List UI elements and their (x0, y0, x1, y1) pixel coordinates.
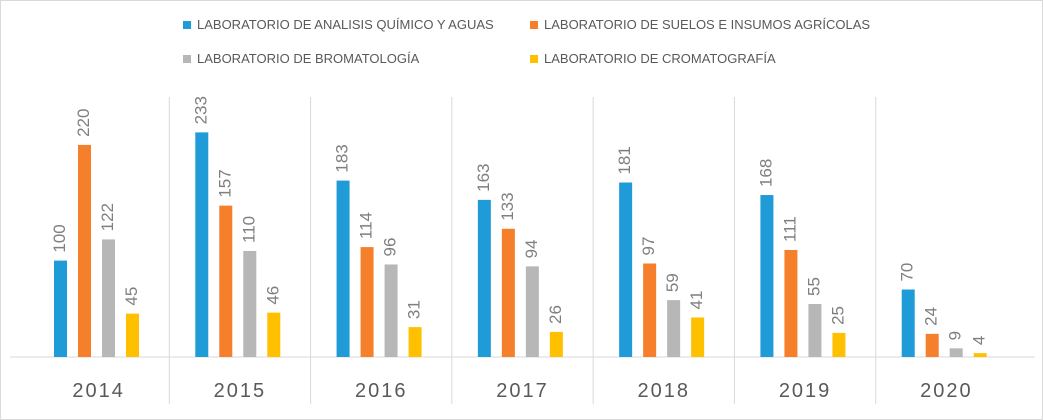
bar-laboratorio-de-analisis-quimico-y-aguas-2019 (760, 195, 774, 357)
bar-laboratorio-de-suelos-e-insumos-agricolas-2014 (78, 144, 91, 357)
bar-laboratorio-de-cromatografia-2014 (126, 313, 139, 357)
bar-laboratorio-de-bromatologia-2019 (808, 303, 822, 357)
data-label-laboratorio-de-analisis-quimico-y-aguas-2015: 233 (191, 96, 210, 124)
bar-laboratorio-de-suelos-e-insumos-agricolas-2015 (219, 205, 233, 357)
data-label-laboratorio-de-analisis-quimico-y-aguas-2018: 181 (615, 146, 634, 174)
legend-swatch-cromatografia (530, 54, 538, 63)
data-label-laboratorio-de-analisis-quimico-y-aguas-2014: 100 (50, 224, 69, 252)
data-label-laboratorio-de-analisis-quimico-y-aguas-2019: 168 (756, 159, 775, 187)
bar-laboratorio-de-suelos-e-insumos-agricolas-2017 (501, 228, 515, 357)
x-tick-label-2014: 2014 (72, 380, 125, 402)
x-tick-label-2017: 2017 (496, 380, 549, 402)
data-label-laboratorio-de-bromatologia-2020: 9 (946, 331, 965, 340)
bar-laboratorio-de-suelos-e-insumos-agricolas-2019 (784, 249, 798, 357)
bar-laboratorio-de-suelos-e-insumos-agricolas-2020 (925, 333, 939, 357)
legend-label-bromatologia: LABORATORIO DE BROMATOLOGÍA (197, 51, 420, 66)
bar-laboratorio-de-analisis-quimico-y-aguas-2015 (195, 132, 209, 357)
bar-laboratorio-de-cromatografia-2018 (691, 317, 705, 357)
data-label-laboratorio-de-cromatografia-2014: 45 (122, 287, 141, 306)
data-label-laboratorio-de-bromatologia-2018: 59 (663, 273, 682, 292)
data-label-laboratorio-de-cromatografia-2020: 4 (970, 336, 989, 345)
data-label-laboratorio-de-analisis-quimico-y-aguas-2016: 183 (333, 144, 352, 172)
legend-swatch-suelos (530, 20, 538, 29)
data-label-laboratorio-de-bromatologia-2015: 110 (239, 216, 258, 243)
data-label-laboratorio-de-suelos-e-insumos-agricolas-2015: 157 (215, 169, 234, 197)
data-label-laboratorio-de-suelos-e-insumos-agricolas-2014: 220 (74, 109, 93, 137)
data-label-laboratorio-de-cromatografia-2016: 31 (405, 300, 424, 319)
x-tick-label-2020: 2020 (920, 380, 973, 402)
data-label-laboratorio-de-bromatologia-2014: 122 (98, 203, 117, 231)
legend-item-cromatografia: LABORATORIO DE CROMATOGRAFÍA (530, 51, 776, 66)
bar-laboratorio-de-analisis-quimico-y-aguas-2017 (477, 199, 491, 357)
legend-label-suelos: LABORATORIO DE SUELOS E INSUMOS AGRÍCOLA… (544, 17, 871, 32)
bar-laboratorio-de-cromatografia-2017 (549, 331, 563, 357)
legend-label-cromatografia: LABORATORIO DE CROMATOGRAFÍA (544, 51, 776, 66)
bar-laboratorio-de-analisis-quimico-y-aguas-2020 (901, 289, 915, 357)
bar-laboratorio-de-bromatologia-2018 (667, 300, 681, 357)
bar-laboratorio-de-analisis-quimico-y-aguas-2016 (336, 180, 350, 357)
bar-laboratorio-de-bromatologia-2014 (102, 239, 115, 357)
data-label-laboratorio-de-cromatografia-2015: 46 (263, 286, 282, 305)
data-label-laboratorio-de-analisis-quimico-y-aguas-2020: 70 (898, 263, 917, 282)
bar-laboratorio-de-cromatografia-2016 (408, 327, 422, 357)
bar-laboratorio-de-cromatografia-2015 (267, 312, 281, 357)
bar-laboratorio-de-bromatologia-2020 (949, 348, 963, 357)
bar-laboratorio-de-cromatografia-2019 (832, 332, 846, 357)
bar-laboratorio-de-bromatologia-2016 (384, 264, 398, 357)
data-label-laboratorio-de-suelos-e-insumos-agricolas-2018: 97 (639, 237, 658, 256)
data-label-laboratorio-de-suelos-e-insumos-agricolas-2020: 24 (922, 307, 941, 326)
bar-laboratorio-de-analisis-quimico-y-aguas-2018 (619, 182, 633, 357)
bar-laboratorio-de-bromatologia-2015 (243, 250, 257, 357)
x-tick-label-2016: 2016 (355, 380, 408, 402)
bar-laboratorio-de-cromatografia-2020 (973, 353, 987, 357)
x-tick-label-2015: 2015 (214, 380, 267, 402)
data-label-laboratorio-de-suelos-e-insumos-agricolas-2017: 133 (498, 192, 517, 220)
data-label-laboratorio-de-suelos-e-insumos-agricolas-2019: 111 (780, 216, 799, 242)
bar-laboratorio-de-suelos-e-insumos-agricolas-2016 (360, 247, 374, 357)
data-label-laboratorio-de-suelos-e-insumos-agricolas-2016: 114 (357, 212, 376, 239)
legend-item-analisis-quimico: LABORATORIO DE ANALISIS QUÍMICO Y AGUAS (183, 17, 494, 32)
data-label-laboratorio-de-cromatografia-2017: 26 (546, 305, 565, 324)
bar-laboratorio-de-bromatologia-2017 (525, 266, 539, 357)
data-label-laboratorio-de-bromatologia-2016: 96 (381, 238, 400, 257)
data-label-laboratorio-de-bromatologia-2019: 55 (804, 277, 823, 296)
legend-label-analisis-quimico: LABORATORIO DE ANALISIS QUÍMICO Y AGUAS (197, 17, 494, 32)
data-label-laboratorio-de-analisis-quimico-y-aguas-2017: 163 (474, 163, 493, 191)
x-tick-label-2019: 2019 (779, 380, 832, 402)
x-tick-label-2018: 2018 (638, 380, 691, 402)
bar-laboratorio-de-analisis-quimico-y-aguas-2014 (54, 260, 67, 357)
legend-item-suelos: LABORATORIO DE SUELOS E INSUMOS AGRÍCOLA… (530, 17, 870, 32)
legend-swatch-bromatologia (183, 54, 191, 63)
bar-laboratorio-de-suelos-e-insumos-agricolas-2018 (643, 263, 657, 357)
data-label-laboratorio-de-bromatologia-2017: 94 (522, 239, 541, 258)
data-label-laboratorio-de-cromatografia-2018: 41 (687, 291, 706, 310)
legend-item-bromatologia: LABORATORIO DE BROMATOLOGÍA (183, 51, 419, 66)
legend-swatch-analisis-quimico (183, 20, 191, 29)
chart-legend: LABORATORIO DE ANALISIS QUÍMICO Y AGUAS … (0, 0, 1043, 80)
data-label-laboratorio-de-cromatografia-2019: 25 (828, 306, 847, 325)
